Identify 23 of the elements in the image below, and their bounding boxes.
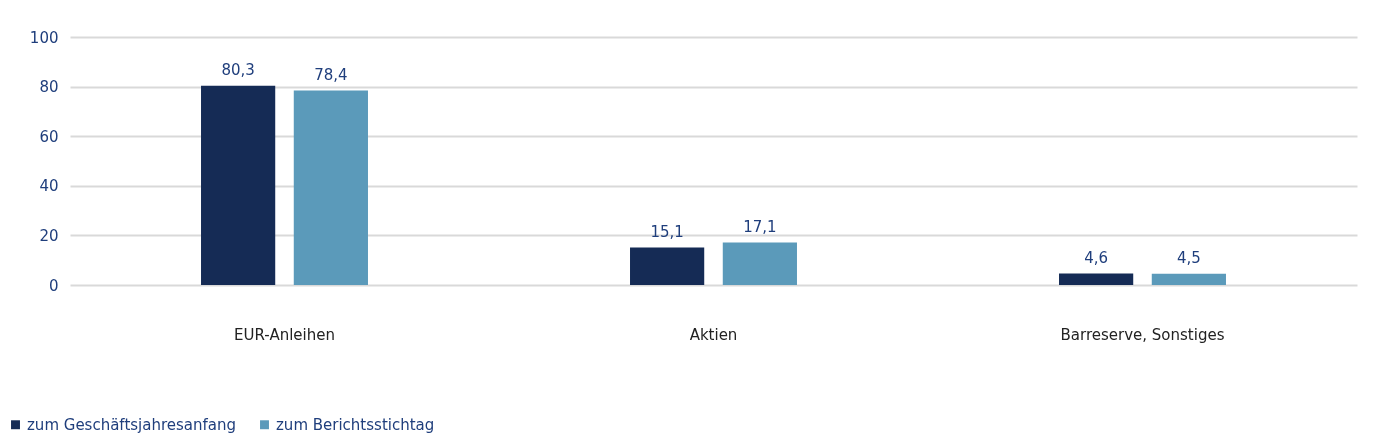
data-label: 78,4 [314,65,348,84]
y-tick-label: 0 [48,276,59,295]
bar [1151,273,1226,285]
bar [201,85,276,285]
x-tick-label: Aktien [689,325,738,344]
y-tick-label: 100 [29,28,59,47]
bar [722,242,797,285]
x-tick-label: EUR-Anleihen [234,325,335,344]
y-tick-label: 60 [39,127,59,146]
legend-label: zum Geschäftsjahresanfang [27,415,237,434]
data-label: 17,1 [743,217,777,236]
data-label: 4,6 [1084,248,1109,267]
bar [293,90,368,285]
bar [1059,273,1134,285]
data-label: 4,5 [1176,248,1201,267]
x-tick-label: Barreserve, Sonstiges [1060,325,1225,344]
y-tick-label: 40 [39,177,59,196]
bar [630,247,705,285]
data-label: 15,1 [650,222,684,241]
y-tick-label: 80 [39,78,59,97]
data-label: 80,3 [221,60,255,79]
legend-label: zum Berichtsstichtag [276,415,435,434]
y-tick-label: 20 [39,226,59,245]
